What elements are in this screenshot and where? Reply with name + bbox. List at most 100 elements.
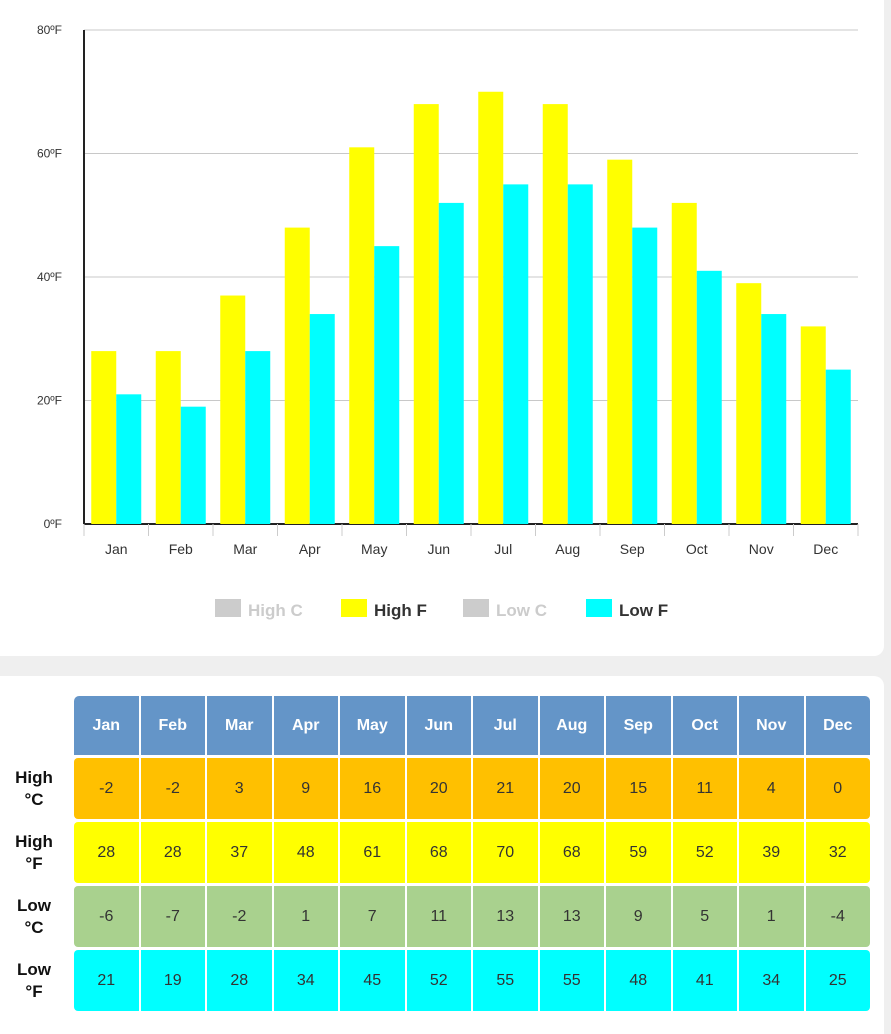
legend-swatch <box>341 599 367 617</box>
table-header-aug: Aug <box>539 696 604 755</box>
table-cell: 70 <box>473 822 538 883</box>
x-tick-label: Oct <box>686 541 708 557</box>
x-tick-label: Aug <box>555 541 580 557</box>
x-tick-label: Apr <box>299 541 321 557</box>
table-header-jun: Jun <box>406 696 471 755</box>
bar-low-f <box>309 314 335 524</box>
table-header-sep: Sep <box>606 696 671 755</box>
table-cell: 52 <box>672 822 737 883</box>
chart-card: 0ºF 20ºF 40ºF 60ºF 80ºF Jan Feb Mar Apr May Jun Jul… <box>0 0 884 656</box>
legend-item-high-c[interactable]: High C <box>215 599 303 620</box>
legend-swatch <box>215 599 241 617</box>
table-cell: -2 <box>140 758 205 819</box>
x-tick-label: Sep <box>620 541 645 557</box>
table-cell: 5 <box>672 886 737 947</box>
y-tick-label: 60ºF <box>37 147 62 161</box>
table-cell: 3 <box>207 758 272 819</box>
bar-low-f <box>245 351 271 524</box>
table-cell: 25 <box>805 950 870 1011</box>
legend-item-high-f[interactable]: High F <box>341 599 427 620</box>
row-label-line1: Low <box>17 895 51 915</box>
bar-high-f <box>220 295 246 524</box>
x-tick-label: Nov <box>749 541 774 557</box>
table-cell: -6 <box>74 886 139 947</box>
legend-label: High F <box>374 601 427 620</box>
table-header-nov: Nov <box>739 696 804 755</box>
table-header-mar: Mar <box>207 696 272 755</box>
table-cell: 20 <box>406 758 471 819</box>
x-tick-label: Dec <box>813 541 838 557</box>
table-cell: 68 <box>406 822 471 883</box>
table-cell: 15 <box>606 758 671 819</box>
bar-low-f <box>374 246 400 524</box>
bar-high-f <box>155 351 181 524</box>
table-cell: 1 <box>739 886 804 947</box>
temperature-bar-chart: 0ºF 20ºF 40ºF 60ºF 80ºF Jan Feb Mar Apr May Jun Jul… <box>37 23 859 620</box>
table-row-label: Low °C <box>0 886 68 947</box>
bar-low-f <box>696 270 722 524</box>
row-label-line2: °C <box>24 917 44 937</box>
bar-low-f <box>180 406 206 524</box>
table-cell: 4 <box>739 758 804 819</box>
table-cell: 11 <box>406 886 471 947</box>
row-label-line2: °F <box>25 981 43 1001</box>
table-cell: 9 <box>273 758 338 819</box>
table-cell: 13 <box>473 886 538 947</box>
bar-low-f <box>632 227 658 524</box>
x-tick-label: Jun <box>427 541 450 557</box>
y-tick-label: 40ºF <box>37 270 62 284</box>
table-card: Jan Feb Mar Apr May Jun Jul Aug Sep Oct Nov Dec High… <box>0 676 884 1034</box>
bar-low-f <box>825 369 851 524</box>
row-label-line1: High <box>15 767 53 787</box>
table-row-label: High °C <box>0 758 68 819</box>
legend-label: Low C <box>496 601 547 620</box>
table-cell: 32 <box>805 822 870 883</box>
table-header-dec: Dec <box>805 696 870 755</box>
table-cell: 52 <box>406 950 471 1011</box>
table-cell: 45 <box>340 950 405 1011</box>
table-cell: 7 <box>340 886 405 947</box>
x-tick-label: Jan <box>105 541 128 557</box>
bar-high-f <box>542 104 568 524</box>
row-label-line2: °F <box>25 853 43 873</box>
table-cell: -2 <box>74 758 139 819</box>
x-tick-label: Mar <box>233 541 257 557</box>
table-header-may: May <box>340 696 405 755</box>
bar-low-f <box>503 184 529 524</box>
row-label-line1: High <box>15 831 53 851</box>
table-cell: 16 <box>340 758 405 819</box>
table-cell: 39 <box>739 822 804 883</box>
bar-high-f <box>91 351 117 524</box>
bar-low-f <box>438 202 464 524</box>
bar-high-f <box>736 283 762 524</box>
table-cell: 41 <box>672 950 737 1011</box>
table-cell: 59 <box>606 822 671 883</box>
row-label-line2: °C <box>24 789 44 809</box>
bar-low-f <box>567 184 593 524</box>
legend-item-low-f[interactable]: Low F <box>586 599 668 620</box>
table-cell: -4 <box>805 886 870 947</box>
x-tick-label: Jul <box>494 541 512 557</box>
table-cell: 21 <box>74 950 139 1011</box>
bar-high-f <box>607 159 633 525</box>
table-cell: 28 <box>140 822 205 883</box>
table-header-apr: Apr <box>273 696 338 755</box>
table-cell: 0 <box>805 758 870 819</box>
bar-high-f <box>800 326 826 524</box>
table-cell: 34 <box>273 950 338 1011</box>
table-cell: 9 <box>606 886 671 947</box>
y-tick-label: 80ºF <box>37 23 62 37</box>
table-cell: 61 <box>340 822 405 883</box>
table-row-label: Low °F <box>0 950 68 1011</box>
bar-high-f <box>671 202 697 524</box>
table-row-label: High °F <box>0 822 68 883</box>
bar-high-f <box>413 104 439 524</box>
table-header-jan: Jan <box>74 696 139 755</box>
table-cell: -7 <box>140 886 205 947</box>
row-label-line1: Low <box>17 959 51 979</box>
table-cell: 34 <box>739 950 804 1011</box>
table-cell: 13 <box>539 886 604 947</box>
legend-swatch <box>586 599 612 617</box>
y-tick-label: 0ºF <box>44 517 62 531</box>
legend-item-low-c[interactable]: Low C <box>463 599 547 620</box>
